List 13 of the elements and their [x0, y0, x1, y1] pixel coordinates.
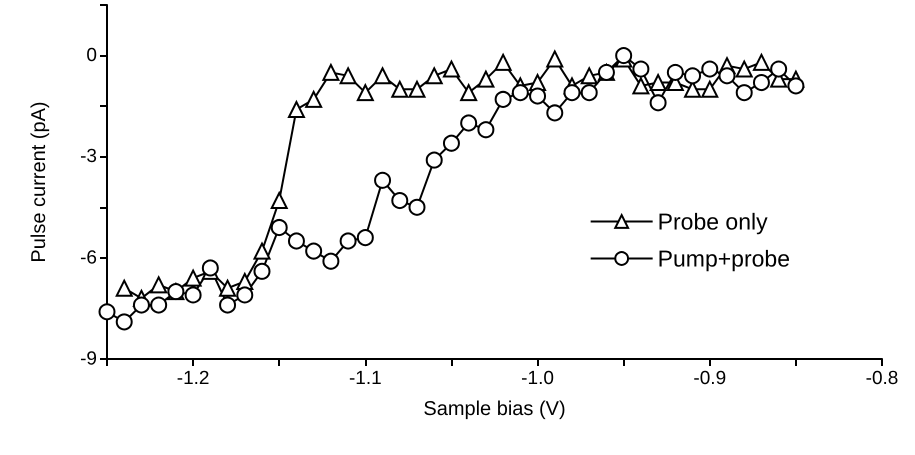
- x-tick-label: -1.2: [176, 368, 210, 389]
- x-tick-label: -1.1: [348, 368, 382, 389]
- y-tick-label: -6: [80, 247, 97, 268]
- y-tick-label: -9: [80, 348, 97, 370]
- y-tick-label: 0: [86, 45, 97, 66]
- legend-label: Pump+probe: [658, 246, 790, 272]
- legend-label: Probe only: [658, 208, 768, 234]
- x-tick-label: -0.8: [866, 368, 898, 389]
- x-tick-label: -1.0: [521, 368, 554, 389]
- y-axis-title: Pulse current (pA): [28, 101, 50, 263]
- x-axis-title: Sample bias (V): [423, 398, 566, 420]
- y-tick-label: -3: [80, 146, 97, 168]
- x-tick-label: -0.9: [693, 368, 726, 389]
